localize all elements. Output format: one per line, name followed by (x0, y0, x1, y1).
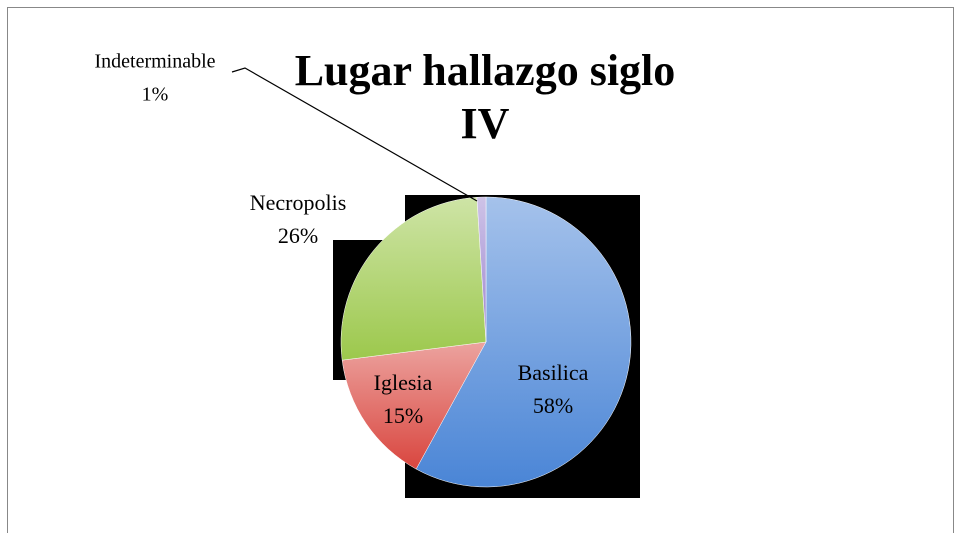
pie-slice (341, 341, 487, 470)
pie-slice (340, 197, 487, 361)
data-label-value: 1% (142, 84, 169, 106)
data-label-name: Iglesia (374, 370, 433, 395)
data-label-name: Necropolis (250, 190, 347, 215)
data-label-name: Indeterminable (94, 51, 215, 73)
data-label-value: 26% (278, 223, 318, 248)
pie-slice (476, 196, 487, 343)
data-label-value: 58% (533, 393, 573, 418)
leader-line (231, 67, 478, 202)
data-label-name: Basilica (518, 360, 589, 385)
data-label-value: 15% (383, 403, 423, 428)
pie-slice (415, 196, 632, 488)
pie (340, 196, 632, 488)
chart-title: Lugar hallazgo siglo IV (295, 46, 676, 148)
